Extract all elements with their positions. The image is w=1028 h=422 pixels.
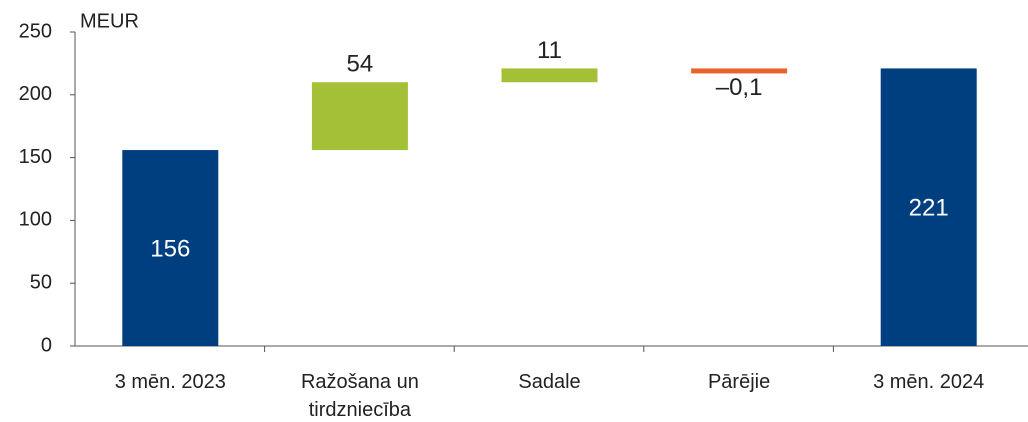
x-tick-label: Sadale xyxy=(518,371,581,393)
bar xyxy=(691,68,788,74)
y-tick-label: 100 xyxy=(19,209,52,231)
value-label: 221 xyxy=(909,195,949,222)
y-axis-label: MEUR xyxy=(80,10,139,32)
value-label: –0,1 xyxy=(716,74,763,101)
y-tick-label: 250 xyxy=(19,20,52,42)
y-tick-label: 50 xyxy=(30,271,52,293)
y-tick-label: 200 xyxy=(19,83,52,105)
x-tick-label: Pārējie xyxy=(707,371,771,393)
bar xyxy=(311,82,408,151)
value-label: 156 xyxy=(150,235,190,262)
value-label: 11 xyxy=(537,37,562,64)
value-label: 54 xyxy=(347,51,374,78)
x-tick-label: Ražošana un tirdzniecība xyxy=(300,371,419,421)
bar xyxy=(122,150,219,346)
x-tick-label: 3 mēn. 2023 xyxy=(114,371,226,393)
y-tick-label: 150 xyxy=(19,146,52,168)
y-tick-label: 0 xyxy=(41,334,52,356)
x-tick-label: 3 mēn. 2024 xyxy=(873,371,985,393)
bar xyxy=(880,68,977,346)
bar xyxy=(501,68,598,83)
